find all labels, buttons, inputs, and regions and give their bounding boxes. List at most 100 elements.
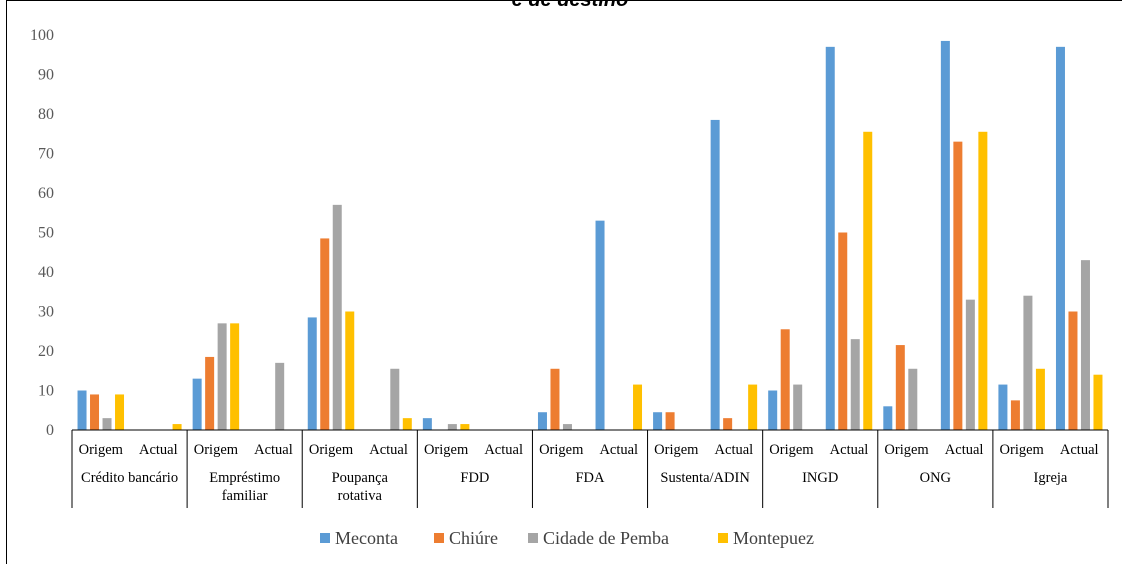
legend: Meconta Chiúre Cidade de Pemba Montepuez xyxy=(320,528,814,548)
y-tick-label: 70 xyxy=(38,146,54,163)
bar xyxy=(217,323,227,430)
sub-category-label: Actual xyxy=(599,442,638,458)
y-tick-label: 40 xyxy=(38,264,54,281)
bar xyxy=(422,418,432,430)
bar xyxy=(537,412,547,430)
bar xyxy=(90,394,100,430)
bar xyxy=(307,317,317,430)
bar xyxy=(883,406,893,430)
group-label: Empréstimo familiar xyxy=(209,470,280,504)
sub-category-label: Actual xyxy=(369,442,408,458)
legend-swatch xyxy=(718,533,728,543)
bar xyxy=(1023,295,1033,430)
sub-category-label: Actual xyxy=(945,442,984,458)
bar xyxy=(1068,311,1078,430)
x-axis xyxy=(71,429,1109,508)
bar xyxy=(940,40,950,431)
sub-category-label: Origem xyxy=(769,442,814,458)
bar xyxy=(562,424,572,430)
bar xyxy=(793,384,803,430)
bar xyxy=(768,390,778,430)
sub-category-label: Actual xyxy=(1060,442,1099,458)
chart-title: e de destino xyxy=(511,0,629,11)
bar xyxy=(275,362,285,430)
chart-frame xyxy=(6,0,1122,564)
group-label: Igreja xyxy=(1034,470,1068,486)
bar xyxy=(863,131,873,430)
sub-category-label: Origem xyxy=(424,442,469,458)
y-tick-label: 30 xyxy=(38,304,54,321)
bar xyxy=(825,46,835,430)
group-label: FDD xyxy=(460,470,489,486)
sub-category-label: Origem xyxy=(79,442,124,458)
bar xyxy=(345,311,355,430)
bar xyxy=(447,424,457,430)
y-tick-label: 50 xyxy=(38,225,54,242)
bar xyxy=(402,418,412,430)
bar xyxy=(908,368,918,430)
bar xyxy=(998,384,1008,430)
bar xyxy=(332,204,342,430)
bar xyxy=(838,232,848,430)
bar xyxy=(665,412,675,430)
group-label: ONG xyxy=(920,470,952,486)
bar xyxy=(965,299,975,430)
bar xyxy=(102,418,112,430)
sub-category-label: Actual xyxy=(830,442,869,458)
bar xyxy=(550,368,560,430)
bar xyxy=(1055,46,1065,430)
y-tick-label: 90 xyxy=(38,67,54,84)
bar xyxy=(1093,374,1103,430)
sub-category-label: Origem xyxy=(1000,442,1045,458)
bar xyxy=(850,339,860,430)
sub-category-label: Origem xyxy=(654,442,699,458)
bar xyxy=(633,384,643,430)
y-tick-label: 60 xyxy=(38,185,54,202)
group-label: Crédito bancário xyxy=(81,470,178,486)
bars xyxy=(77,40,1103,431)
bar xyxy=(1035,368,1045,430)
sub-category-label: Origem xyxy=(884,442,929,458)
y-tick-label: 20 xyxy=(38,343,54,360)
y-tick-label: 80 xyxy=(38,106,54,123)
bar xyxy=(115,394,125,430)
bar xyxy=(710,119,720,431)
bar xyxy=(978,131,988,430)
bar xyxy=(77,390,87,430)
group-label: FDA xyxy=(575,470,605,486)
bar xyxy=(595,220,605,430)
bar xyxy=(748,384,758,430)
bar xyxy=(390,368,400,430)
bar xyxy=(1080,260,1090,430)
bar xyxy=(230,323,240,430)
legend-label: Chiúre xyxy=(449,528,498,548)
sub-category-label: Origem xyxy=(194,442,239,458)
y-tick-label: 0 xyxy=(46,422,54,439)
legend-swatch xyxy=(434,533,444,543)
legend-swatch xyxy=(528,533,538,543)
sub-category-label: Actual xyxy=(715,442,754,458)
legend-label: Montepuez xyxy=(733,528,814,548)
bar xyxy=(172,424,182,430)
sub-category-label: Origem xyxy=(539,442,584,458)
bar xyxy=(653,412,663,430)
bar xyxy=(953,141,963,430)
bar xyxy=(723,418,733,430)
bar xyxy=(460,424,470,430)
y-tick-label: 10 xyxy=(38,383,54,400)
sub-category-label: Actual xyxy=(484,442,523,458)
group-label: INGD xyxy=(802,470,838,486)
category-labels: Origem Actual Crédito bancário Origem Actual… xyxy=(79,442,1099,504)
bar xyxy=(320,238,330,430)
bar xyxy=(895,345,905,430)
y-axis-ticks: 0 10 20 30 40 50 60 70 80 90 100 xyxy=(30,27,54,439)
group-label: Poupança rotativa xyxy=(332,470,389,504)
sub-category-label: Actual xyxy=(139,442,178,458)
bar xyxy=(780,329,790,430)
legend-label: Meconta xyxy=(335,528,398,548)
bar xyxy=(192,378,202,430)
group-label: Sustenta/ADIN xyxy=(660,470,750,486)
sub-category-label: Origem xyxy=(309,442,354,458)
y-tick-label: 100 xyxy=(30,27,54,44)
